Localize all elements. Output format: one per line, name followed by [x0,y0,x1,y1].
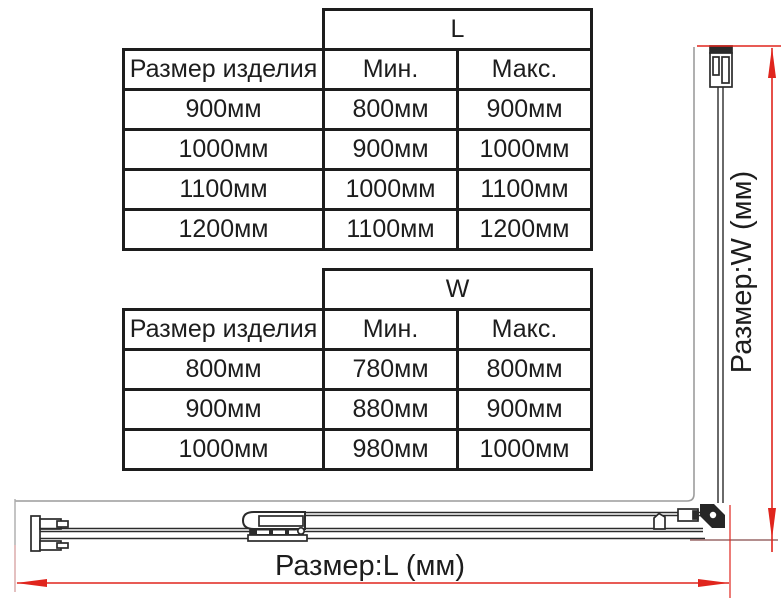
corner-connector [700,504,725,528]
max-size-cell: 1000мм [456,428,593,471]
w-arrow-up [768,47,776,78]
corner-bracket [677,508,699,522]
table-l-product-header: Размер изделия [122,48,325,91]
bottom-rail-assembly [30,504,725,552]
table-row: 1000мм 980мм 1000мм [122,428,593,471]
dimension-annotations: Размер:L (мм) Размер:W (мм) [14,45,781,598]
side-rail [717,87,724,503]
table-l-dimension-header: L [322,8,593,51]
size-table-l: L Размер изделия Мин. Макс. 900мм 800мм 90… [122,8,593,251]
min-size-cell: 800мм [322,88,459,131]
max-size-cell: 900мм [456,88,593,131]
min-size-cell: 880мм [322,388,459,431]
product-size-cell: 1100мм [122,168,325,211]
table-row: 1200мм 1100мм 1200мм [122,208,593,251]
roller-carriage [241,511,308,542]
max-size-cell: 800мм [456,348,593,391]
product-size-cell: 1200мм [122,208,325,251]
product-size-cell: 900мм [122,88,325,131]
product-size-cell: 900мм [122,388,325,431]
table-row: 1000мм 900мм 1000мм [122,128,593,171]
max-size-cell: 1100мм [456,168,593,211]
max-size-cell: 1000мм [456,128,593,171]
table-w-body: 800мм 780мм 800мм 900мм 880мм 900мм 1000мм 980м… [122,348,593,471]
l-arrow-left [16,579,47,587]
product-size-cell: 1000мм [122,428,325,471]
table-row: 1100мм 1000мм 1100мм [122,168,593,211]
table-w-product-header: Размер изделия [122,308,325,351]
max-size-cell: 1200мм [456,208,593,251]
table-l-max-header: Макс. [456,48,593,91]
min-size-cell: 980мм [322,428,459,471]
table-w-min-header: Мин. [322,308,459,351]
dimension-label-w: Размер:W (мм) [726,171,758,373]
min-size-cell: 1000мм [322,168,459,211]
table-row: 900мм 800мм 900мм [122,88,593,131]
table-w-header-row: Размер изделия Мин. Макс. [122,308,593,351]
table-l-dimension-row: L [124,8,593,51]
table-l-min-header: Мин. [322,48,459,91]
table-row: 800мм 780мм 800мм [122,348,593,391]
min-size-cell: 1100мм [322,208,459,251]
table-l-blank-cell [124,10,324,50]
dimension-label-l: Размер:L (мм) [275,550,465,582]
table-w-blank-cell [124,270,324,310]
table-l-body: 900мм 800мм 900мм 1000мм 900мм 1000мм 1100мм 10… [122,88,593,251]
product-size-cell: 800мм [122,348,325,391]
table-w-dimension-header: W [322,268,593,311]
bottom-rail [40,511,716,540]
door-stopper [653,512,666,530]
product-size-cell: 1000мм [122,128,325,171]
max-size-cell: 900мм [456,388,593,431]
min-size-cell: 900мм [322,128,459,171]
size-table-w: W Размер изделия Мин. Макс. 800мм 780мм 80… [122,268,593,471]
top-wall-profile [709,45,733,88]
min-size-cell: 780мм [322,348,459,391]
glass-panel-edge [15,47,695,502]
carriage-screw [296,526,306,536]
l-arrow-right [698,579,729,587]
table-l-header-row: Размер изделия Мин. Макс. [122,48,593,91]
table-w-max-header: Макс. [456,308,593,351]
left-wall-profile [30,515,69,552]
w-arrow-down [768,508,776,539]
table-w-dimension-row: W [124,268,593,311]
table-row: 900мм 880мм 900мм [122,388,593,431]
